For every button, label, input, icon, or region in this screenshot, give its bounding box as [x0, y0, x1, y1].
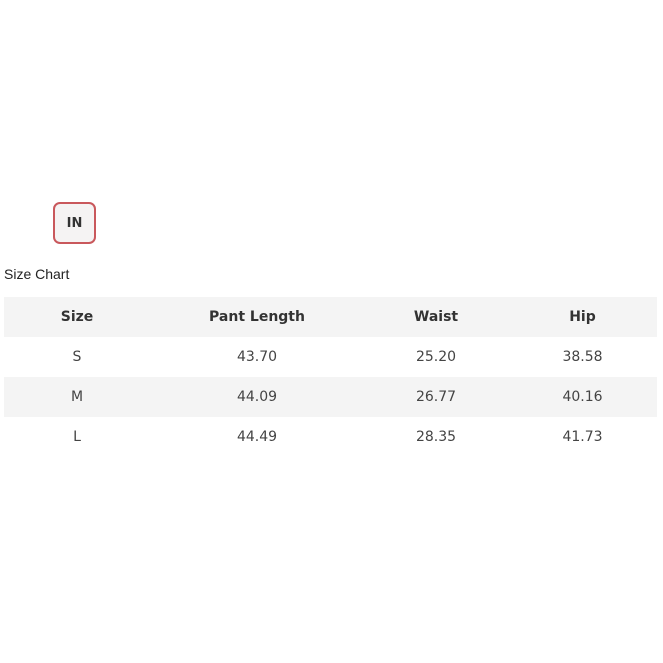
header-hip: Hip [569, 309, 596, 325]
cell: 44.49 [236, 429, 278, 445]
table-row: S 43.70 25.20 38.58 [4, 337, 657, 377]
header-pant-length: Pant Length [209, 309, 305, 325]
cell: M [70, 389, 84, 405]
table-row: L 44.49 28.35 41.73 [4, 417, 657, 457]
header-row: Size Pant Length Waist Hip [4, 297, 657, 337]
table-row: M 44.09 26.77 40.16 [4, 377, 657, 417]
cell: 44.09 [236, 389, 278, 405]
header-waist: Waist [413, 309, 459, 325]
unit-in-button[interactable]: IN [53, 202, 96, 244]
cell: L [73, 429, 81, 445]
cell: 26.77 [415, 389, 457, 405]
size-chart-table: Size Pant Length Waist Hip S 43.70 25.20 38… [4, 297, 657, 457]
cell: 40.16 [562, 389, 603, 405]
cell: 28.35 [415, 429, 457, 445]
size-chart-title: Size Chart [4, 266, 70, 282]
cell: 38.58 [562, 349, 603, 365]
cell: S [72, 349, 82, 365]
cell: 25.20 [415, 349, 457, 365]
cell: 41.73 [562, 429, 603, 445]
cell: 43.70 [236, 349, 278, 365]
header-size: Size [60, 309, 94, 325]
